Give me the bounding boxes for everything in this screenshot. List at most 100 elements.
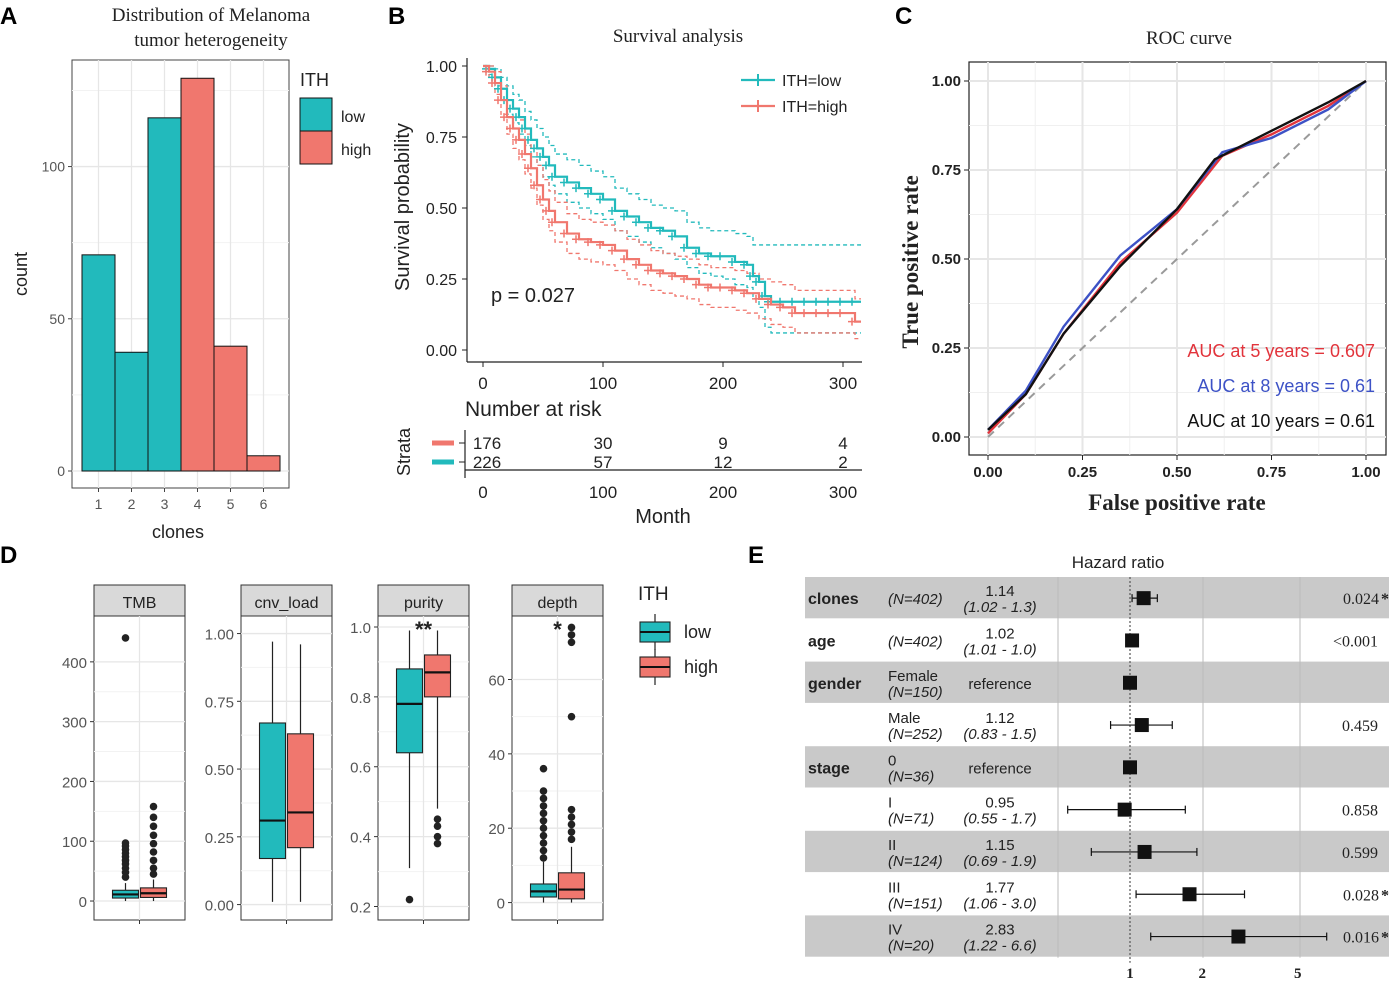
chart-title: Distribution of Melanoma [112,5,311,26]
n-label: (N=151) [888,895,943,912]
censor-mark-high [836,309,844,318]
variable-label: gender [808,676,861,693]
outlier-low [539,839,548,847]
p-value-star: * [1381,591,1389,608]
estimate-label: 0.95 [985,795,1014,812]
p-value-label: 0.016 [1343,930,1379,947]
outlier-high [567,631,576,639]
censor-mark-high [536,195,544,204]
y-tick-label: 0 [79,894,87,911]
outlier-high [149,822,158,831]
y-tick-label: 1.00 [932,73,961,90]
auc-label-1: AUC at 5 years = 0.607 [1187,341,1375,361]
p-value-label: <0.001 [1333,633,1378,650]
facet-strip-TMB [93,584,186,617]
x-tick-label: 0.75 [1257,464,1286,481]
censor-mark-high [518,150,526,159]
censor-mark-low [746,272,754,281]
variable-label: age [808,633,836,650]
x-tick-label: 4 [194,496,202,512]
censor-mark-high [716,283,724,292]
x-tick-label: 0.25 [1068,464,1097,481]
y-tick-label: 0.75 [205,694,234,711]
p-value-label: 0.028 [1343,887,1379,904]
hazard-point [1136,591,1151,606]
n-label: (N=402) [888,591,943,608]
outlier-high [567,805,576,814]
p-value-label: p = 0.027 [491,285,575,307]
censor-mark-high [656,269,664,278]
bar-clones-3 [147,117,182,472]
legend-label-high: high [341,142,371,159]
y-tick-label: 0.50 [205,762,234,779]
censor-mark-high [542,206,550,215]
box-high [286,733,315,849]
y-axis-label: Survival probability [392,123,414,291]
outlier-low [121,839,130,847]
outlier-high [567,638,576,647]
x-tick-label: 0.50 [1162,464,1191,481]
censor-mark-low [800,297,808,306]
panel-letter-c: C [895,3,912,30]
panel-d-boxplots: TMB0100200300400cnv_load0.000.250.500.75… [62,584,718,924]
risk-x-tick-label: 300 [829,483,857,502]
ci-upper-low [483,65,861,246]
x-tick-label: 5 [1294,966,1302,982]
hazard-point [1125,633,1140,648]
censor-mark-high [752,294,760,303]
y-tick-label: 40 [488,747,505,764]
outlier-low [539,794,548,803]
outlier-high [433,822,442,830]
y-tick-label: 0 [497,896,505,913]
outlier-high [567,835,576,844]
chart-title: ROC curve [1146,28,1232,49]
censor-mark-low [680,243,688,252]
facet-label-TMB: TMB [123,595,157,612]
hazard-point [1182,887,1197,902]
x-axis-label: Month [635,506,691,528]
outlier-high [149,870,158,878]
legend-censor-high [752,100,764,112]
y-tick-label: 0.25 [932,340,961,357]
censor-mark-low [560,178,568,187]
bar-clones-4 [180,77,215,472]
censor-mark-high [800,309,808,318]
risk-x-tick-label: 0 [478,483,487,502]
ci-upper-high [483,65,861,300]
n-label: (N=124) [888,853,943,870]
legend-key-low [299,97,333,132]
row-shade [805,746,1389,788]
chart-title: tumor heterogeneity [134,30,288,51]
p-value-label: 0.599 [1342,845,1378,862]
x-axis-label: clones [152,522,204,542]
risk-count-high: 4 [838,434,847,453]
box-high [423,654,452,698]
panel-e-forest: Hazard ratio clones (N=402) 1.14(1.02 - 1.3… [805,553,1389,982]
bar-clones-6 [246,455,281,472]
n-label: (N=150) [888,684,943,701]
censor-mark-high [740,289,748,298]
outlier-high [567,813,576,821]
level-label: I [888,795,892,812]
ci-label: (1.01 - 1.0) [963,641,1036,658]
estimate-label: 2.83 [985,922,1014,939]
n-label: (N=20) [888,938,934,955]
risk-x-tick-label: 200 [709,483,737,502]
legend-label-low: ITH=low [782,73,842,90]
censor-mark-low [608,206,616,215]
bar-clones-5 [213,345,248,472]
legend-label-high: ITH=high [782,99,847,116]
outlier-high [567,712,576,721]
outlier-high [567,623,576,632]
risk-count-low: 57 [594,453,613,472]
x-axis-label: False positive rate [1088,490,1266,515]
x-tick-label: 1 [95,496,103,512]
censor-mark-high [668,272,676,281]
outlier-high [149,839,158,848]
ci-label: (0.83 - 1.5) [963,726,1036,743]
censor-mark-low [728,257,736,266]
y-tick-label: 400 [62,655,87,672]
y-tick-label: 0.50 [426,201,457,218]
estimate-label: 1.15 [985,837,1014,854]
